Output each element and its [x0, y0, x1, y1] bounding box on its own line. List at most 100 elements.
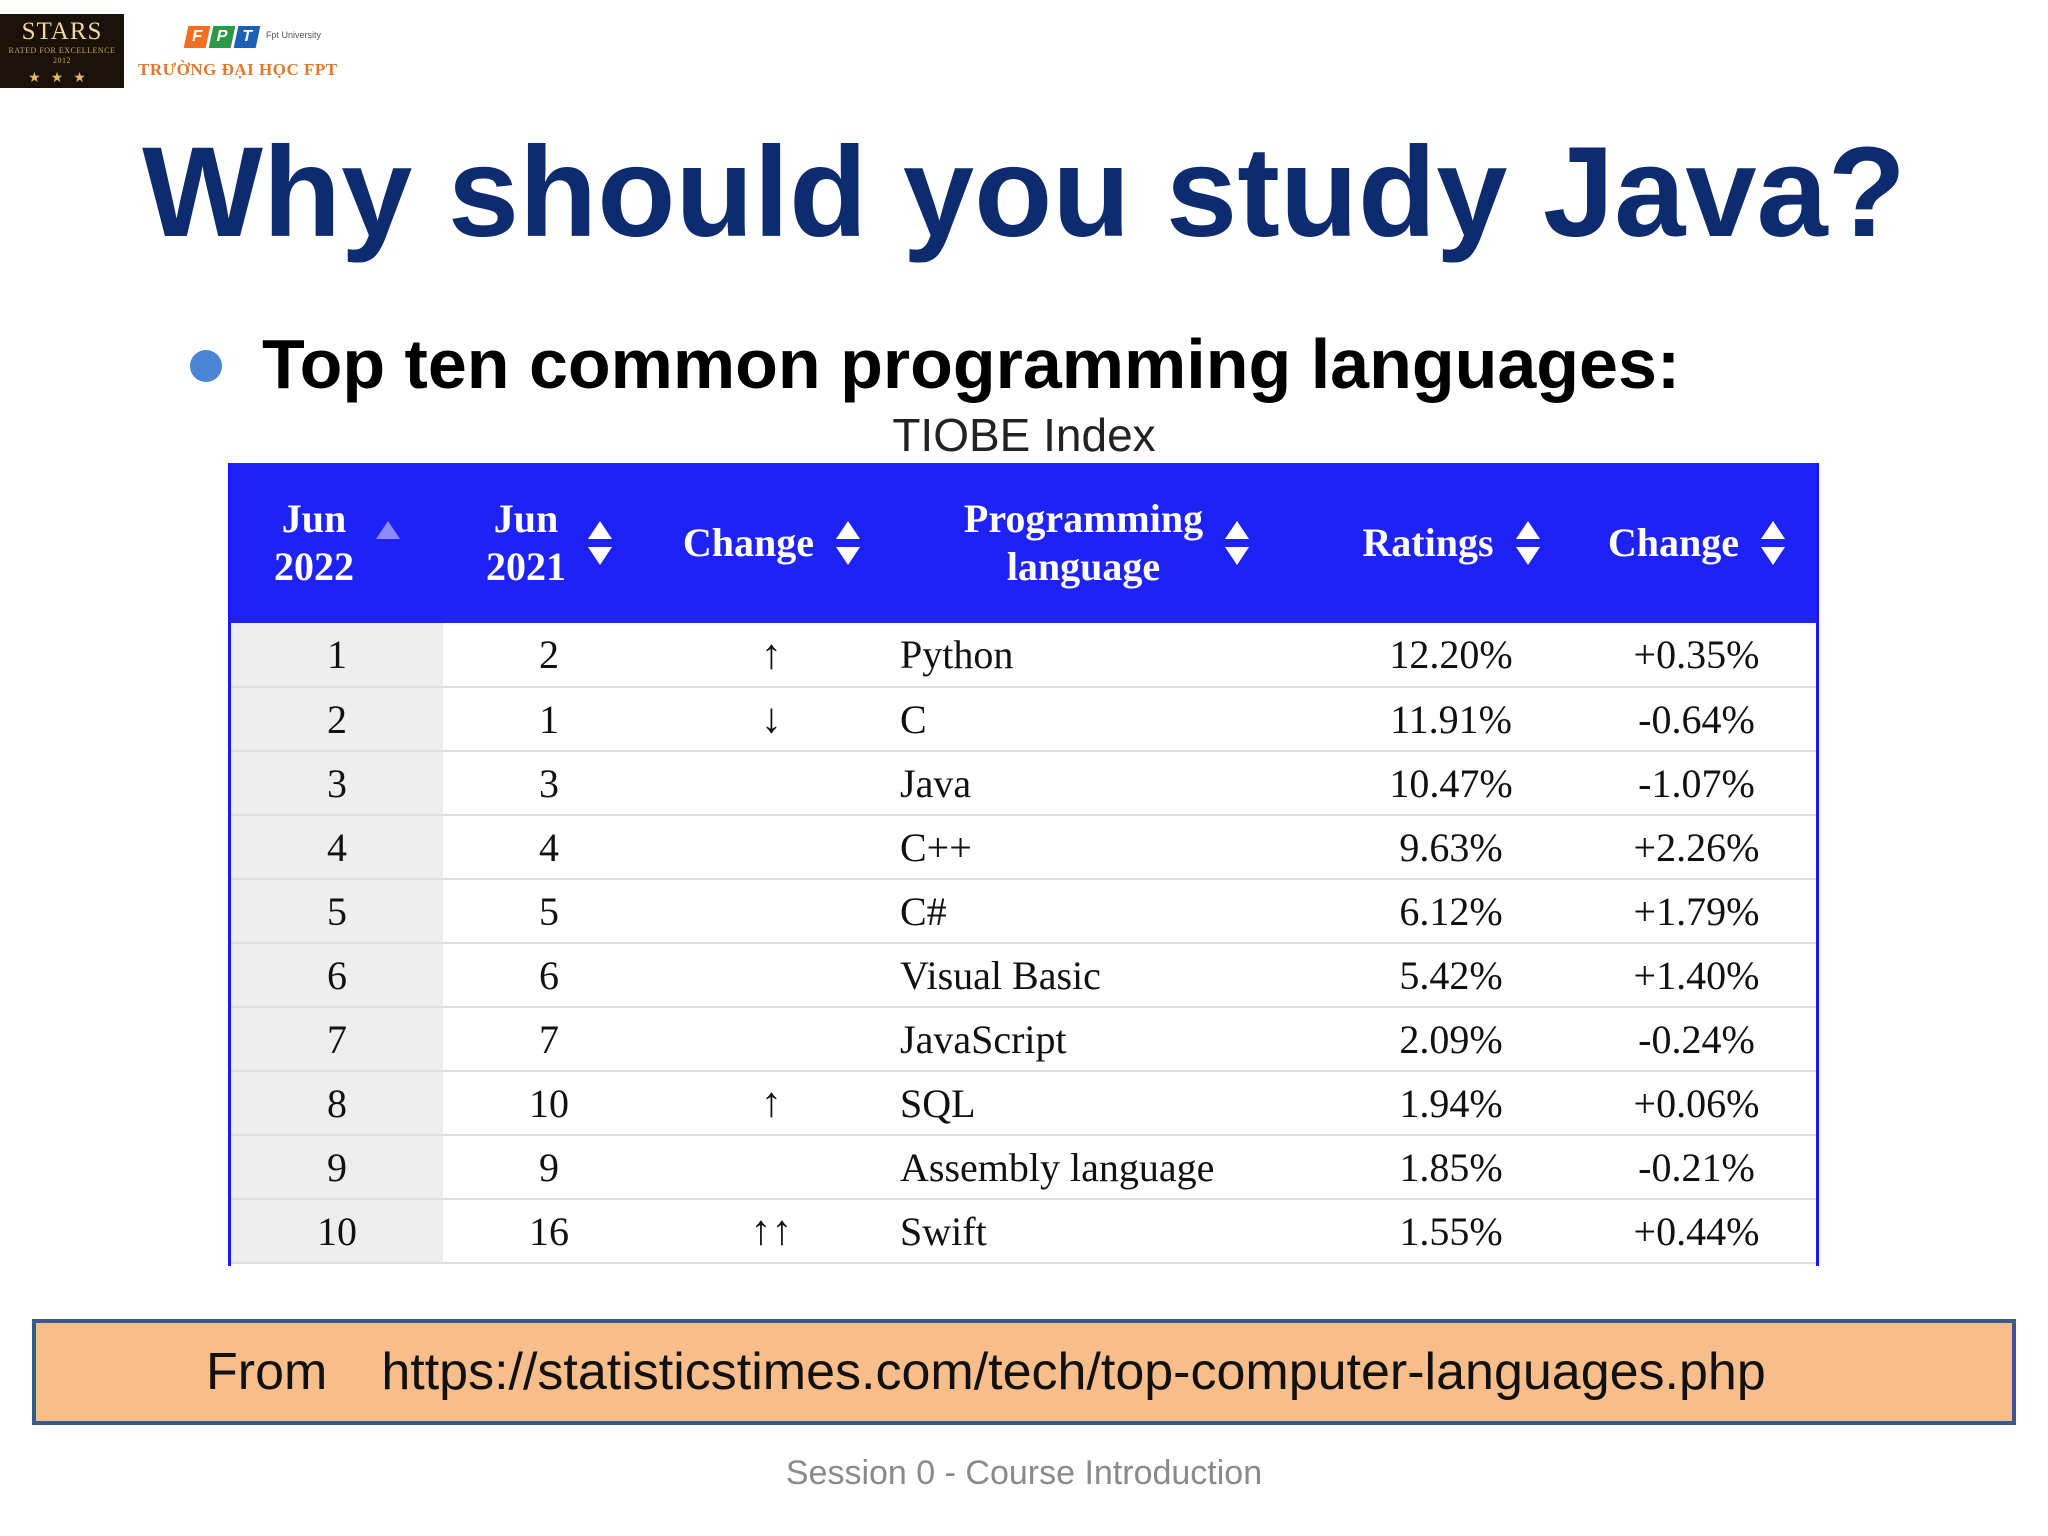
slide-title: Why should you study Java? — [142, 121, 1906, 264]
column-header-line: Programming — [963, 496, 1204, 541]
cell-rank-2022: 8 — [231, 1071, 443, 1136]
table-row: 6 6 Visual Basic 5.42% +1.40% — [231, 943, 1816, 1008]
fpt-letter-f: F — [183, 26, 211, 48]
table-row: 1 2 ↑ Python 12.20% +0.35% — [231, 623, 1816, 688]
fpt-letter-p: P — [208, 26, 236, 48]
cell-rating: 1.85% — [1325, 1135, 1577, 1200]
cell-rating-change: +1.40% — [1577, 943, 1816, 1008]
cell-rank-2022: 9 — [231, 1135, 443, 1200]
cell-rank-2021: 6 — [443, 943, 655, 1008]
slide-footer: Session 0 - Course Introduction — [785, 1454, 1263, 1492]
sort-icon[interactable] — [588, 521, 612, 565]
cell-change-arrow — [655, 815, 888, 880]
cell-language: JavaScript — [888, 1007, 1325, 1072]
cell-rank-2022: 10 — [231, 1199, 443, 1264]
cell-language: Swift — [888, 1199, 1325, 1264]
fpt-mark-icon: F P T — [183, 26, 261, 50]
table-row: 10 16 ↑↑ Swift 1.55% +0.44% — [231, 1199, 1816, 1264]
cell-change-arrow — [655, 1007, 888, 1072]
cell-rank-2022: 7 — [231, 1007, 443, 1072]
source-url-link[interactable]: https://statisticstimes.com/tech/top-com… — [381, 1343, 1766, 1401]
column-header-line: Ratings — [1362, 520, 1494, 565]
column-header-line: Jun — [281, 496, 347, 541]
column-header-label: Jun 2021 — [486, 495, 566, 591]
cell-rank-2021: 9 — [443, 1135, 655, 1200]
cell-rating-change: -1.07% — [1577, 751, 1816, 816]
cell-rank-2021: 10 — [443, 1071, 655, 1136]
cell-rating-change: -0.21% — [1577, 1135, 1816, 1200]
column-header-change[interactable]: Change — [655, 463, 888, 623]
table-row: 4 4 C++ 9.63% +2.26% — [231, 815, 1816, 880]
column-header-label: Change — [1608, 519, 1739, 567]
stars-logo: STARS RATED FOR EXCELLENCE 2012 ★★★ — [0, 14, 124, 88]
stars-rating-icon: ★★★ — [28, 71, 96, 86]
cell-rating: 5.42% — [1325, 943, 1577, 1008]
column-header-programming-language[interactable]: Programming language — [888, 463, 1325, 623]
fpt-university-logo: F P T Fpt University TRƯỜNG ĐẠI HỌC FPT — [138, 20, 358, 90]
cell-rating-change: +0.06% — [1577, 1071, 1816, 1136]
column-header-jun-2021[interactable]: Jun 2021 — [443, 463, 655, 623]
column-header-line: 2022 — [274, 544, 354, 589]
cell-rating: 2.09% — [1325, 1007, 1577, 1072]
cell-rank-2022: 5 — [231, 879, 443, 944]
stars-logo-subtitle: RATED FOR EXCELLENCE — [8, 46, 116, 55]
column-header-jun-2022[interactable]: Jun 2022 — [231, 463, 443, 623]
cell-rank-2021: 4 — [443, 815, 655, 880]
cell-change-arrow — [655, 879, 888, 944]
sort-ascending-icon[interactable] — [376, 521, 400, 565]
cell-rank-2022: 1 — [231, 623, 443, 688]
cell-language: Java — [888, 751, 1325, 816]
cell-change-arrow — [655, 751, 888, 816]
column-header-ratings[interactable]: Ratings — [1325, 463, 1577, 623]
cell-language: C# — [888, 879, 1325, 944]
cell-rank-2022: 4 — [231, 815, 443, 880]
cell-rating: 11.91% — [1325, 687, 1577, 752]
cell-rating-change: +2.26% — [1577, 815, 1816, 880]
cell-rating-change: +0.44% — [1577, 1199, 1816, 1264]
cell-language: SQL — [888, 1071, 1325, 1136]
table-header-row: Jun 2022 Jun 2021 Change Programming language R… — [231, 463, 1816, 623]
column-header-label: Jun 2022 — [274, 495, 354, 591]
table-row: 8 10 ↑ SQL 1.94% +0.06% — [231, 1071, 1816, 1136]
cell-rating-change: -0.64% — [1577, 687, 1816, 752]
cell-rank-2021: 7 — [443, 1007, 655, 1072]
sort-icon[interactable] — [1515, 521, 1540, 565]
column-header-label: Programming language — [964, 495, 1203, 591]
stars-logo-text: STARS — [21, 18, 103, 45]
sort-icon[interactable] — [1761, 521, 1786, 565]
cell-change-arrow: ↑ — [655, 623, 888, 688]
cell-rank-2022: 3 — [231, 751, 443, 816]
column-header-line: Change — [1607, 520, 1740, 565]
cell-rating: 1.94% — [1325, 1071, 1577, 1136]
cell-change-arrow: ↓ — [655, 687, 888, 752]
table-caption: TIOBE Index — [892, 409, 1156, 461]
cell-rank-2021: 2 — [443, 623, 655, 688]
fpt-university-label: Fpt University — [266, 30, 322, 40]
cell-change-arrow — [655, 1135, 888, 1200]
cell-rank-2021: 5 — [443, 879, 655, 944]
cell-rating-change: -0.24% — [1577, 1007, 1816, 1072]
slide-subtitle: Top ten common programming languages: — [262, 325, 1681, 403]
cell-rank-2022: 2 — [231, 687, 443, 752]
sort-icon[interactable] — [836, 521, 861, 565]
fpt-school-name: TRƯỜNG ĐẠI HỌC FPT — [138, 60, 338, 79]
column-header-rating-change[interactable]: Change — [1577, 463, 1816, 623]
cell-rank-2021: 3 — [443, 751, 655, 816]
table-body: 1 2 ↑ Python 12.20% +0.35% 2 1 ↓ C 11.91% -0.64% 3 3 J… — [231, 623, 1816, 1264]
cell-change-arrow — [655, 943, 888, 1008]
source-citation-box: From https://statisticstimes.com/tech/to… — [32, 1319, 2016, 1425]
column-header-line: Jun — [493, 496, 559, 541]
stars-logo-year: 2012 — [53, 56, 71, 65]
column-header-label: Change — [683, 519, 814, 567]
tiobe-index-table: Jun 2022 Jun 2021 Change Programming language R… — [231, 463, 1816, 1264]
cell-change-arrow: ↑ — [655, 1071, 888, 1136]
table-row: 7 7 JavaScript 2.09% -0.24% — [231, 1007, 1816, 1072]
source-label: From — [206, 1343, 328, 1401]
cell-language: Python — [888, 623, 1325, 688]
cell-rank-2021: 1 — [443, 687, 655, 752]
sort-icon[interactable] — [1225, 521, 1250, 565]
cell-language: C++ — [888, 815, 1325, 880]
cell-language: C — [888, 687, 1325, 752]
cell-rating-change: +0.35% — [1577, 623, 1816, 688]
bullet-icon — [190, 350, 222, 382]
